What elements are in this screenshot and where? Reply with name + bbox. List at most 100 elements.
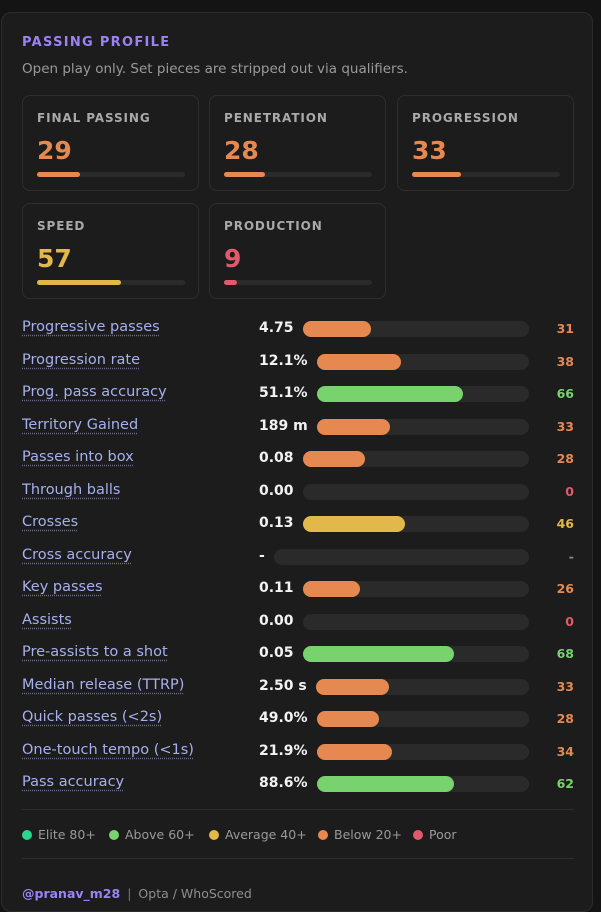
metric-label[interactable]: Cross accuracy bbox=[22, 546, 132, 563]
tile-bar-fill bbox=[412, 172, 461, 177]
metric-label[interactable]: Pre-assists to a shot bbox=[22, 644, 168, 660]
divider bbox=[22, 809, 574, 810]
tile-bar-track bbox=[224, 172, 372, 177]
footer-separator: | bbox=[127, 886, 132, 901]
metric-row-progressive-passes: Progressive passes 4.75 31 bbox=[2, 319, 594, 341]
metric-bar-fill bbox=[302, 646, 454, 662]
metric-label[interactable]: Median release (TTRP) bbox=[22, 676, 185, 693]
metric-label[interactable]: Assists bbox=[22, 611, 72, 628]
legend-label: Average 40+ bbox=[225, 827, 307, 842]
metric-score: 34 bbox=[556, 743, 574, 759]
tile-value: 33 bbox=[412, 136, 447, 165]
tile-bar-fill bbox=[224, 172, 266, 177]
metric-row-through-balls: Through balls 0.00 0 bbox=[2, 482, 594, 504]
metric-row-median-release-ttrp: Median release (TTRP) 2.50 s 33 bbox=[2, 677, 594, 699]
metric-bar-fill bbox=[302, 581, 361, 597]
metric-label[interactable]: Prog. pass accuracy bbox=[22, 384, 167, 400]
tile-label: SPEED bbox=[37, 219, 86, 233]
metric-bar-track bbox=[302, 321, 529, 337]
metric-label[interactable]: Progression rate bbox=[22, 351, 141, 368]
metric-bar-fill bbox=[316, 776, 455, 792]
passing-profile-card: PASSING PROFILE Open play only. Set piec… bbox=[1, 12, 593, 912]
metric-label[interactable]: Pass accuracy bbox=[22, 774, 125, 790]
metric-score: 26 bbox=[556, 581, 574, 596]
tile-bar-fill bbox=[224, 280, 238, 285]
metric-value: 88.6% bbox=[259, 775, 308, 791]
metric-row-cross-accuracy: Cross accuracy - - bbox=[2, 547, 594, 569]
metric-score: 31 bbox=[556, 321, 574, 336]
metric-bar-track bbox=[316, 743, 529, 760]
metric-label[interactable]: Quick passes (<2s) bbox=[22, 709, 163, 725]
metric-bar-track bbox=[273, 548, 529, 565]
tile-label: PROGRESSION bbox=[412, 111, 519, 125]
legend-item-poor: Poor bbox=[413, 827, 457, 842]
tile-label: PRODUCTION bbox=[224, 219, 323, 233]
metric-label[interactable]: Territory Gained bbox=[22, 416, 139, 433]
metric-bar-fill bbox=[302, 516, 405, 532]
tile-production: PRODUCTION 9 bbox=[209, 203, 386, 299]
metric-score: 66 bbox=[556, 386, 574, 401]
metric-bar-fill bbox=[316, 353, 401, 370]
metric-row-one-touch-tempo-1s: One-touch tempo (<1s) 21.9% 34 bbox=[2, 742, 594, 764]
metric-label[interactable]: Key passes bbox=[22, 579, 103, 595]
metric-score: - bbox=[568, 548, 574, 564]
metric-label[interactable]: Crosses bbox=[22, 514, 79, 530]
metric-bar-fill bbox=[315, 678, 389, 695]
metric-bar-track bbox=[302, 613, 529, 630]
metric-value: - bbox=[259, 547, 265, 564]
divider bbox=[22, 858, 574, 859]
metric-value: 0.08 bbox=[259, 450, 294, 466]
metric-label[interactable]: Passes into box bbox=[22, 449, 134, 465]
legend-item-elite: Elite 80+ bbox=[22, 827, 96, 842]
metric-row-pass-accuracy: Pass accuracy 88.6% 62 bbox=[2, 774, 594, 796]
metric-row-crosses: Crosses 0.13 46 bbox=[2, 514, 594, 536]
tile-final-passing: FINAL PASSING 29 bbox=[22, 95, 199, 191]
tile-label: FINAL PASSING bbox=[37, 111, 151, 125]
legend-label: Poor bbox=[429, 827, 457, 842]
metric-value: 0.00 bbox=[259, 612, 294, 629]
metric-bar-track bbox=[302, 516, 529, 532]
metric-bar-track bbox=[315, 678, 529, 695]
tile-bar-track bbox=[412, 172, 560, 177]
tile-label: PENETRATION bbox=[224, 111, 328, 125]
legend-dot-icon bbox=[318, 830, 328, 840]
metric-bar-track bbox=[316, 353, 529, 370]
metric-label[interactable]: One-touch tempo (<1s) bbox=[22, 741, 194, 758]
metric-value: 189 m bbox=[259, 417, 308, 434]
metric-label[interactable]: Progressive passes bbox=[22, 319, 160, 335]
tile-bar-fill bbox=[37, 172, 80, 177]
legend-label: Elite 80+ bbox=[38, 827, 96, 842]
metric-bar-track bbox=[316, 711, 529, 727]
metric-bar-track bbox=[302, 581, 529, 597]
metric-row-quick-passes-2s: Quick passes (<2s) 49.0% 28 bbox=[2, 709, 594, 731]
legend-label: Above 60+ bbox=[125, 827, 195, 842]
metric-bar-fill bbox=[302, 321, 372, 337]
metric-bar-track bbox=[316, 386, 529, 402]
metric-score: 28 bbox=[556, 451, 574, 466]
metric-bar-track bbox=[302, 451, 529, 467]
legend-dot-icon bbox=[209, 830, 219, 840]
metric-value: 0.00 bbox=[259, 482, 294, 499]
metric-value: 49.0% bbox=[259, 710, 308, 726]
metric-row-assists: Assists 0.00 0 bbox=[2, 612, 594, 634]
tile-penetration: PENETRATION 28 bbox=[209, 95, 386, 191]
legend-dot-icon bbox=[109, 830, 119, 840]
tile-value: 28 bbox=[224, 136, 259, 165]
metric-label[interactable]: Through balls bbox=[22, 481, 121, 498]
metric-value: 0.05 bbox=[259, 645, 294, 661]
tile-bar-track bbox=[37, 280, 185, 285]
metric-bar-fill bbox=[316, 743, 393, 760]
metric-score: 33 bbox=[556, 678, 574, 694]
metric-score: 33 bbox=[556, 418, 574, 434]
legend-item-below: Below 20+ bbox=[318, 827, 402, 842]
tile-speed: SPEED 57 bbox=[22, 203, 199, 299]
metric-score: 28 bbox=[556, 711, 574, 726]
metric-score: 38 bbox=[556, 353, 574, 369]
metric-row-key-passes: Key passes 0.11 26 bbox=[2, 579, 594, 601]
legend-label: Below 20+ bbox=[334, 827, 402, 842]
card-subtitle: Open play only. Set pieces are stripped … bbox=[22, 61, 408, 77]
metric-score: 0 bbox=[565, 613, 574, 629]
tile-progression: PROGRESSION 33 bbox=[397, 95, 574, 191]
metric-bar-track bbox=[302, 646, 529, 662]
metric-score: 0 bbox=[565, 483, 574, 499]
